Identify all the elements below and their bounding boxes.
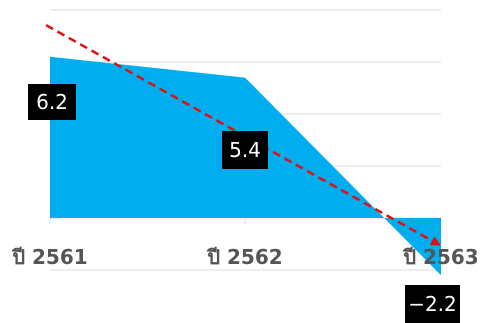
- data-label-box: [405, 285, 460, 323]
- data-label: 6.2: [28, 84, 76, 120]
- data-label: 5.4: [222, 131, 268, 169]
- data-label-text: −2.2: [408, 292, 457, 316]
- x-tick-label: ปี 2561: [11, 245, 88, 269]
- x-tick-label: ปี 2562: [206, 245, 283, 269]
- x-axis-tick-labels: ปี 2561 ปี 2562 ปี 2563: [11, 245, 479, 269]
- data-label-text: 5.4: [229, 138, 261, 162]
- data-label-text: 6.2: [36, 90, 68, 114]
- data-label-box: [28, 84, 76, 120]
- data-label: −2.2: [405, 285, 460, 323]
- data-label-box: [222, 131, 268, 169]
- x-tick-label: ปี 2563: [402, 245, 479, 269]
- data-labels: 6.2 5.4 −2.2: [28, 84, 460, 323]
